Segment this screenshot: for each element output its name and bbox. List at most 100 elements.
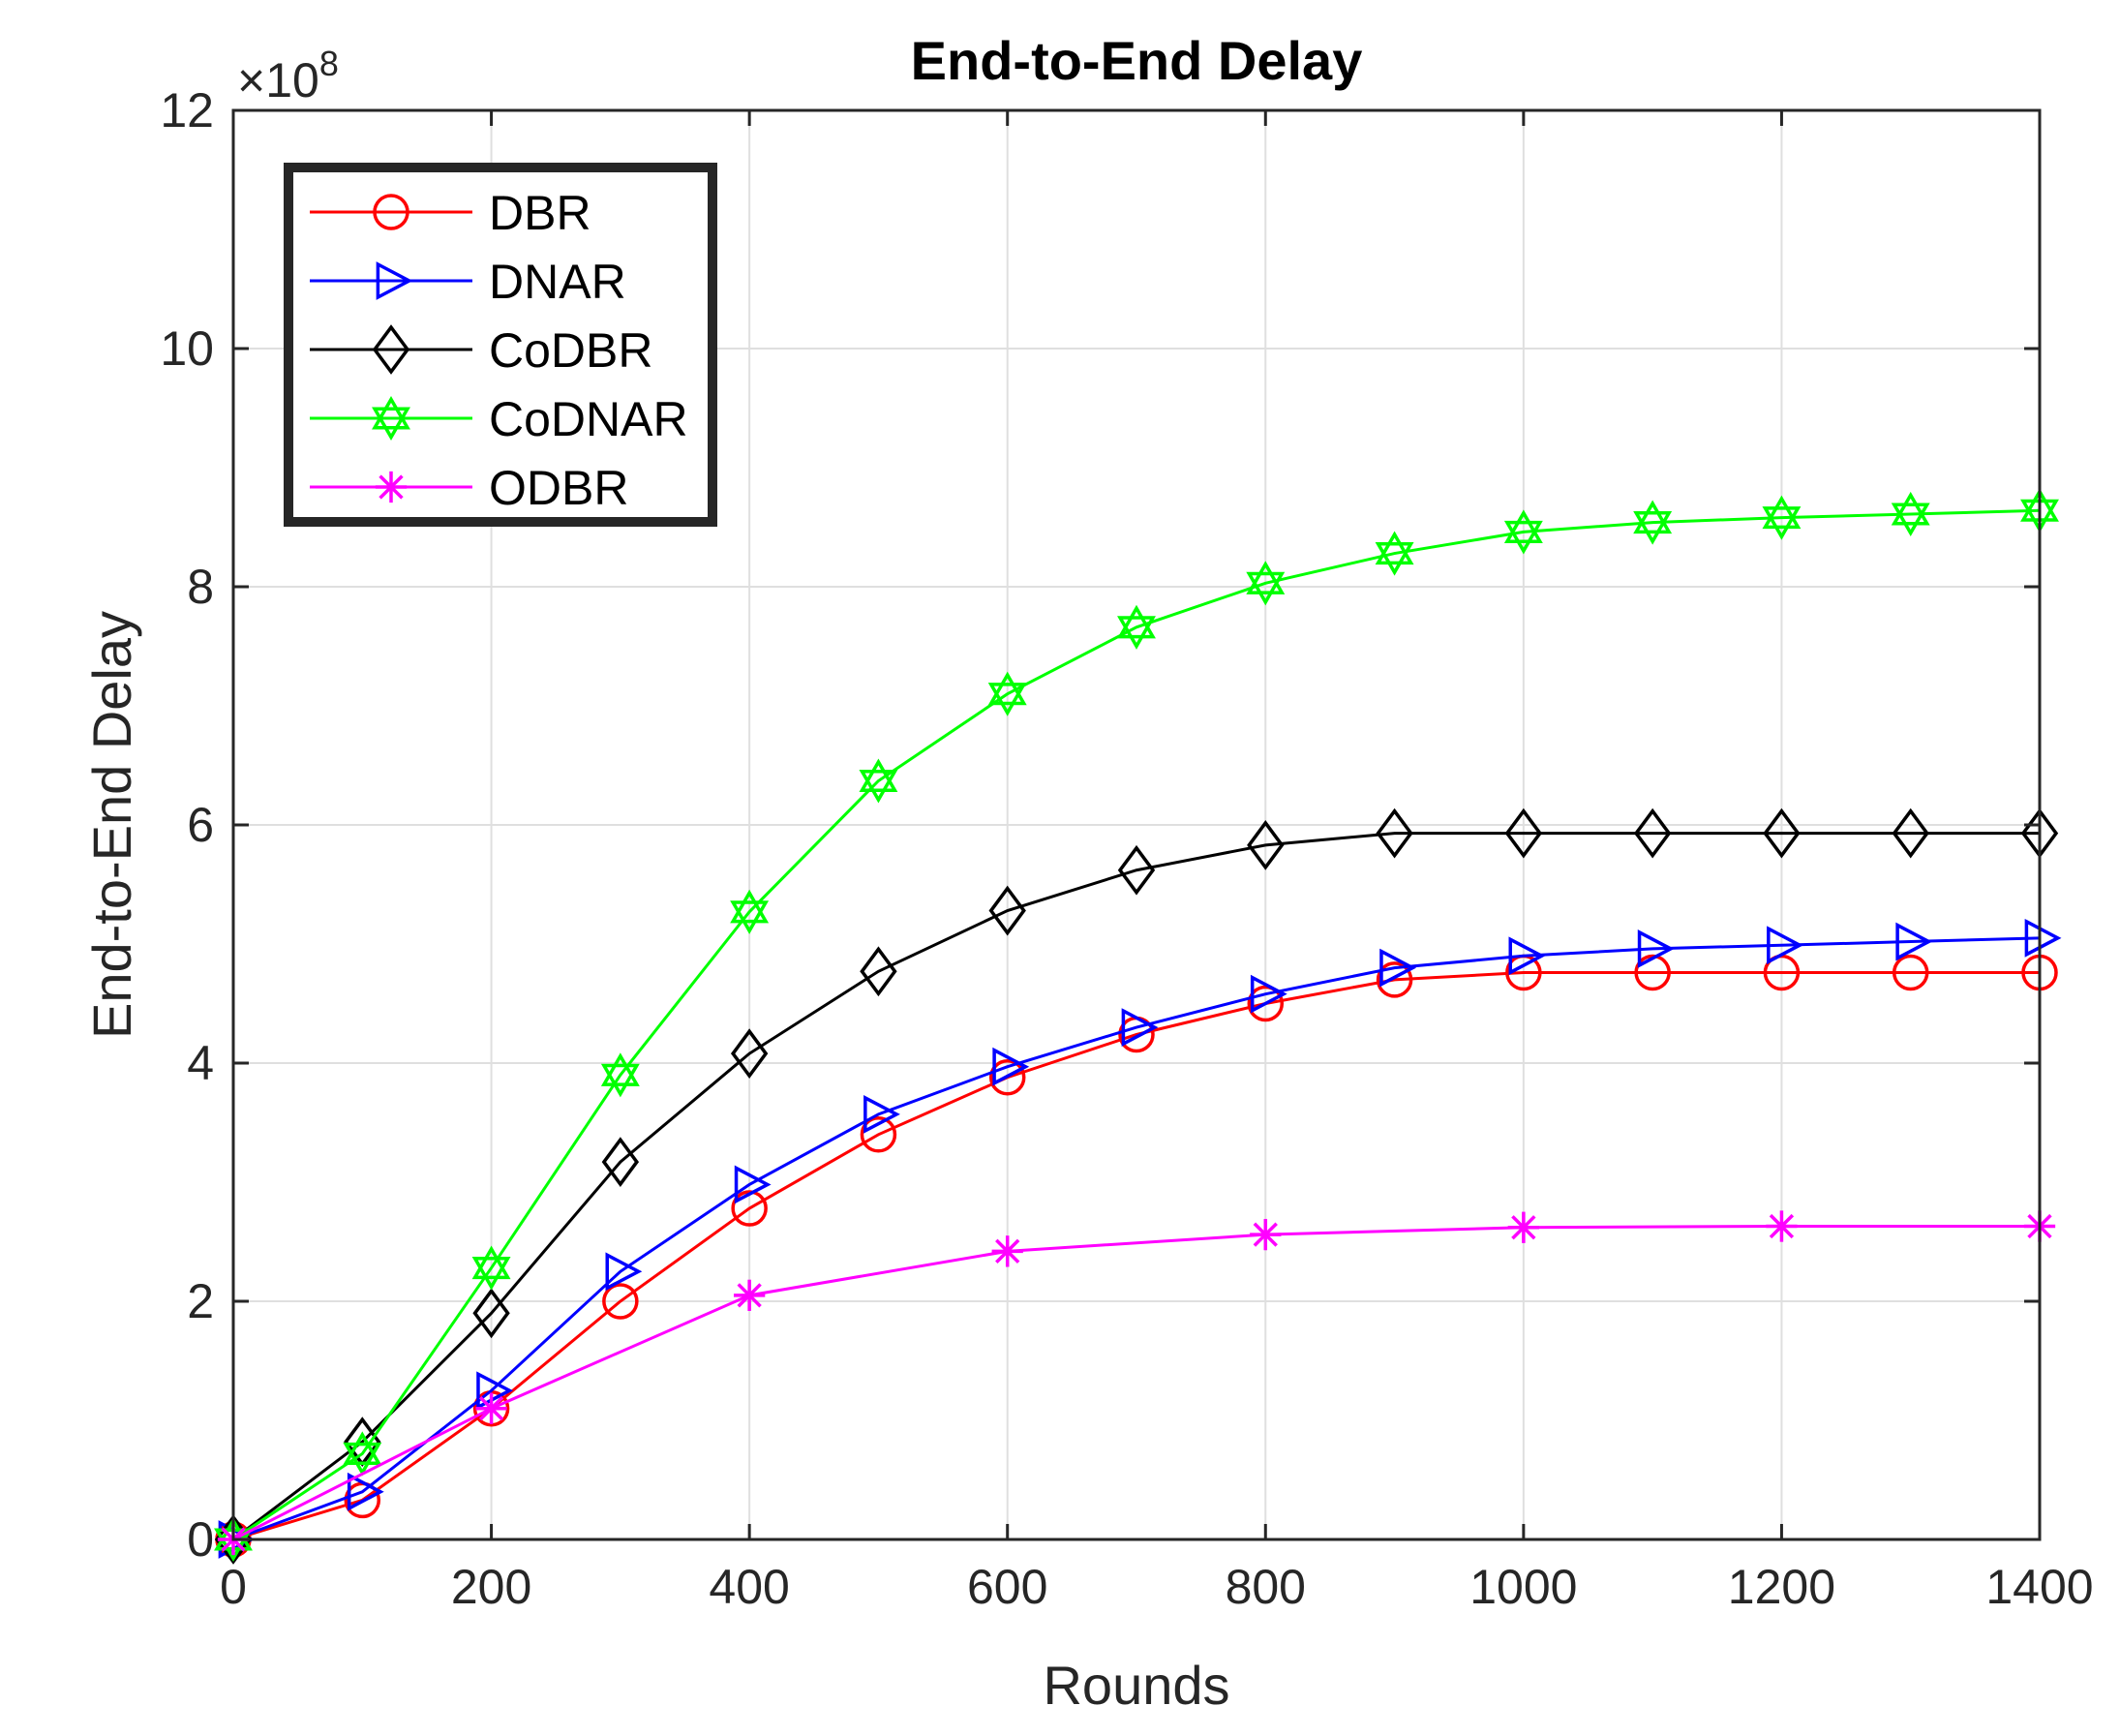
legend-entry-codnar: CoDNAR [310,392,688,446]
marker-triangle-up [1503,509,1543,543]
data-point-codnar [859,758,898,804]
marker-triangle-down [730,900,770,934]
marker-stroke [1253,1222,1278,1247]
data-point-dnar [1895,922,1933,961]
x-tick-label: 200 [451,1560,531,1614]
data-point-dnar [605,1252,643,1292]
data-point-dbr [602,1283,639,1320]
data-point-codbr [1376,807,1413,859]
marker-triangle-up [1117,604,1156,639]
marker-triangle-up [1633,500,1673,534]
marker-stroke [478,1396,504,1421]
marker-triangle-down [987,683,1027,716]
data-point-codnar [1246,561,1286,606]
data-point-odbr [1250,1218,1282,1251]
data-point-dnar [1508,936,1546,976]
marker-triangle-down [1633,511,1673,545]
legend-entry-codbr: CoDBR [310,323,652,378]
legend-marker-odbr [375,471,408,503]
marker-stroke [1511,1215,1536,1240]
marker-stroke [737,1283,762,1308]
data-point-codnar [1375,531,1414,576]
data-point-dnar [347,1472,384,1511]
data-point-codnar [600,1052,640,1098]
marker-triangle-down [1762,506,1802,540]
marker-triangle-down [1503,520,1543,555]
data-point-dbr [860,1116,897,1153]
series-line-dnar [232,936,2041,1541]
data-point-odbr [475,1392,507,1424]
data-point-codnar [1891,491,1930,537]
data-point-codnar [987,671,1027,716]
data-point-codbr [1247,820,1285,870]
data-point-codnar [343,1431,382,1477]
y-tick-label: 12 [160,83,214,137]
marker-triangle-up [987,671,1027,706]
y-exponent: ×108 [237,44,339,107]
y-tick-label: 10 [160,321,214,376]
data-point-codnar [730,889,770,934]
y-exponent-power: 8 [319,44,339,83]
marker-triangle-down [1246,571,1286,606]
marker-triangle-up [1762,495,1802,530]
legend-label-codnar: CoDNAR [489,392,688,446]
data-point-codbr [1763,807,1801,859]
marker-triangle-down [1117,616,1156,650]
series-codnar [214,488,2059,1563]
marker-triangle-up [859,758,898,793]
data-point-dbr [1892,954,1929,991]
x-tick-label: 400 [709,1560,789,1614]
legend-label-dbr: DBR [489,186,591,240]
data-point-odbr [1766,1210,1798,1242]
data-point-dbr [1634,954,1671,991]
data-point-codbr [472,1288,510,1339]
legend-marker-dbr [373,194,409,230]
y-tick-label: 4 [187,1036,214,1090]
data-point-codbr [1633,807,1672,859]
data-point-dbr [1247,985,1285,1022]
series-line-dbr [232,971,2040,1541]
x-tick-label: 1400 [1985,1560,2093,1614]
data-point-codbr [730,1028,769,1080]
marker-triangle-down [343,1442,382,1477]
marker-triangle-down [471,1257,511,1291]
data-point-codbr [1117,844,1156,896]
data-point-dnar [1379,948,1417,988]
marker-stroke [379,474,404,500]
legend-entries: DBR DNAR CoDBR CoDNAR ODBR [310,186,688,515]
legend-marker-codbr [372,324,410,375]
marker-triangle-up [372,395,410,430]
x-tick-label: 800 [1226,1560,1306,1614]
marker-triangle-up [343,1431,382,1465]
marker-triangle-up [600,1052,640,1086]
y-exponent-prefix: ×10 [237,53,319,107]
series-line-codnar [232,508,2041,1541]
chart-title: End-to-End Delay [911,30,1363,91]
ticks: 0 200 400 600 800 1000 1200 1400 0 2 4 6 8 10 12 [160,83,2093,1614]
x-tick-label: 1200 [1728,1560,1835,1614]
legend-box [284,163,717,527]
legend-marker-dnar [376,261,413,300]
data-point-dnar [1121,1008,1159,1047]
legend-label-dnar: DNAR [489,255,626,309]
legend-label-codbr: CoDBR [489,323,652,378]
data-point-odbr [733,1279,766,1311]
series-line-codbr [232,832,2040,1541]
marker-stroke [995,1238,1020,1264]
marker-triangle-down [1891,503,1930,537]
data-point-codbr [860,946,897,997]
data-point-dnar [863,1094,900,1134]
data-point-dbr [731,1190,768,1227]
y-axis-label: End-to-End Delay [81,611,142,1039]
y-tick-label: 6 [187,798,214,852]
marker-triangle-up [1891,491,1930,526]
data-point-dbr [988,1059,1026,1096]
data-point-codnar [1503,509,1543,555]
y-tick-label: 0 [187,1512,214,1567]
data-point-codbr [988,885,1026,936]
data-point-odbr [1507,1211,1540,1243]
marker-stroke [1769,1213,1795,1239]
legend-entry-odbr: ODBR [310,461,628,515]
legend-marker-codnar [372,395,410,442]
